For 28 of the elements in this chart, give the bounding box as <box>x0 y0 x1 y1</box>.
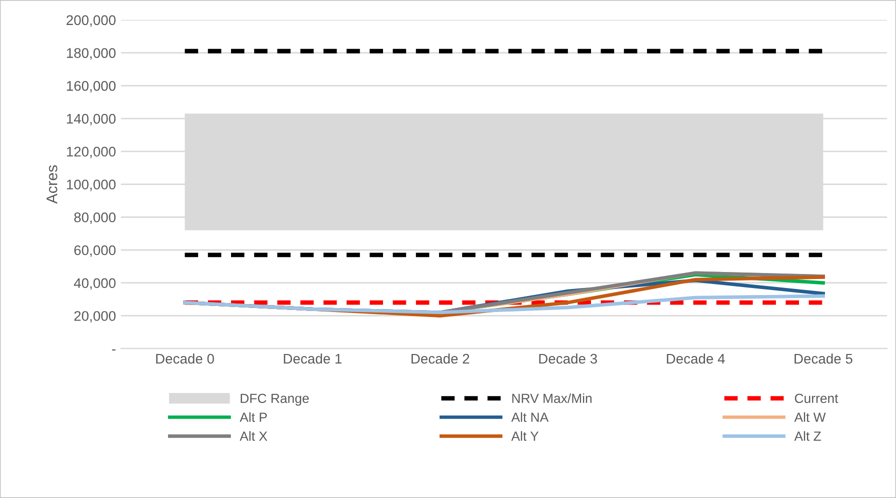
x-tick-label: Decade 2 <box>412 353 470 364</box>
y-tick-label: 120,000 <box>66 146 116 158</box>
y-tick-label: 140,000 <box>66 114 116 126</box>
y-tick-label: - <box>112 349 116 350</box>
x-tick-label: Decade 1 <box>284 353 342 364</box>
legend-label: DFC Range <box>240 394 309 406</box>
x-tick-label: Decade 4 <box>666 353 725 364</box>
legend-label: Alt Y <box>511 431 539 441</box>
y-tick-label: 20,000 <box>74 311 116 323</box>
x-tick-label: Decade 0 <box>156 353 214 364</box>
y-tick-label: 160,000 <box>66 80 116 92</box>
legend-label: Alt Z <box>794 431 821 441</box>
y-axis-title: Acres <box>46 165 58 204</box>
y-tick-label: 200,000 <box>66 15 116 27</box>
legend-label: Alt NA <box>511 412 549 422</box>
legend-label: Alt W <box>794 412 826 422</box>
y-tick-label: 60,000 <box>74 245 116 257</box>
y-tick-label: 80,000 <box>74 212 116 224</box>
y-tick-label: 100,000 <box>66 180 116 192</box>
legend-label: Alt P <box>240 412 267 422</box>
y-tick-label: 180,000 <box>66 48 116 60</box>
x-tick-label: Decade 5 <box>794 353 852 364</box>
x-tick-label: Decade 3 <box>539 353 597 364</box>
legend-label: NRV Max/Min <box>512 393 592 404</box>
y-tick-label: 40,000 <box>74 278 116 290</box>
line-series <box>183 294 825 314</box>
legend-label: Current <box>794 394 838 404</box>
legend-label: Alt X <box>240 431 268 441</box>
